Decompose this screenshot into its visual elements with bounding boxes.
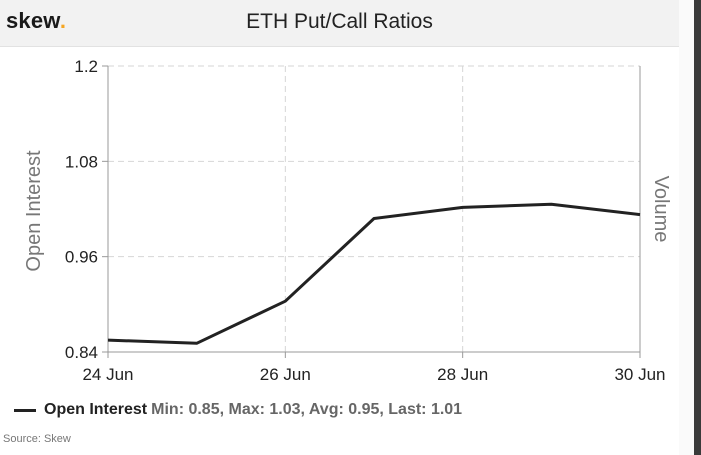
legend-stats: Min: 0.85, Max: 1.03, Avg: 0.95, Last: 1… (151, 401, 463, 418)
x-tick-label: 28 Jun (437, 365, 488, 384)
y-tick-label: 0.84 (65, 343, 98, 362)
legend-line-swatch (14, 408, 36, 412)
logo-dot: . (59, 8, 67, 33)
series-line-open-interest (107, 202, 641, 345)
x-tick-label: 24 Jun (82, 365, 133, 384)
chart-header: skew. ETH Put/Call Ratios (0, 0, 679, 47)
y-axis-label: Open Interest (23, 150, 45, 272)
y-tick-label: 1.08 (65, 152, 98, 171)
chart-title: ETH Put/Call Ratios (246, 10, 433, 33)
y-tick-label: 0.96 (65, 248, 98, 267)
skew-logo: skew. (6, 8, 66, 34)
y-tick-label: 1.2 (74, 57, 98, 76)
x-tick-label: 26 Jun (260, 365, 311, 384)
source-note: Source: Skew (3, 433, 71, 445)
x-tick-label: 30 Jun (614, 365, 665, 384)
line-chart: 0.84 0.96 1.08 1.2 24 Jun 26 Jun 28 Jun 30 Jun O… (23, 57, 672, 384)
logo-text: skew (6, 8, 60, 33)
legend-series-name: Open Interest (44, 401, 148, 418)
legend[interactable]: Open Interest Min: 0.85, Max: 1.03, Avg:… (14, 401, 462, 419)
right-margin (679, 0, 694, 455)
right-border (694, 0, 701, 455)
y2-axis-label: Volume (650, 176, 672, 243)
